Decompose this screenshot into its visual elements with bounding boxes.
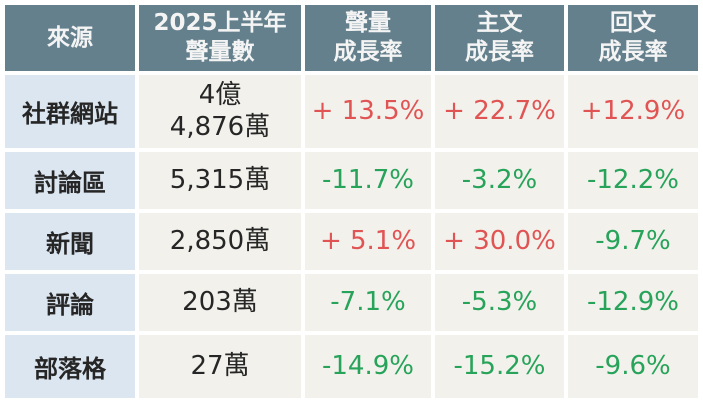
- post-growth-cell-news: + 30.0%: [435, 213, 564, 270]
- volume-cell-social: 4億 4,876萬: [139, 75, 301, 148]
- reply-growth-cell-news: -9.7%: [568, 213, 698, 270]
- row-label-blog: 部落格: [5, 335, 135, 398]
- volume-growth-cell-social: + 13.5%: [305, 75, 431, 148]
- row-label-forum: 討論區: [5, 152, 135, 209]
- volume-cell-forum: 5,315萬: [139, 152, 301, 209]
- reply-growth-cell-forum: -12.2%: [568, 152, 698, 209]
- post-growth-cell-forum: -3.2%: [435, 152, 564, 209]
- post-growth-cell-blog: -15.2%: [435, 335, 564, 398]
- volume-growth-cell-blog: -14.9%: [305, 335, 431, 398]
- row-label-news: 新聞: [5, 213, 135, 270]
- volume-cell-blog: 27萬: [139, 335, 301, 398]
- volume-growth-cell-forum: -11.7%: [305, 152, 431, 209]
- row-label-social: 社群網站: [5, 75, 135, 148]
- post-growth-cell-review: -5.3%: [435, 274, 564, 331]
- reply-growth-cell-blog: -9.6%: [568, 335, 698, 398]
- col-header-volume-growth: 聲量 成長率: [305, 5, 431, 71]
- post-growth-cell-social: + 22.7%: [435, 75, 564, 148]
- col-header-reply-growth: 回文 成長率: [568, 5, 698, 71]
- volume-growth-cell-news: + 5.1%: [305, 213, 431, 270]
- volume-cell-review: 203萬: [139, 274, 301, 331]
- col-header-source: 來源: [5, 5, 135, 71]
- row-label-review: 評論: [5, 274, 135, 331]
- reply-growth-cell-review: -12.9%: [568, 274, 698, 331]
- volume-growth-cell-review: -7.1%: [305, 274, 431, 331]
- col-header-volume: 2025上半年 聲量數: [139, 5, 301, 71]
- reply-growth-cell-social: +12.9%: [568, 75, 698, 148]
- col-header-post-growth: 主文 成長率: [435, 5, 564, 71]
- volume-cell-news: 2,850萬: [139, 213, 301, 270]
